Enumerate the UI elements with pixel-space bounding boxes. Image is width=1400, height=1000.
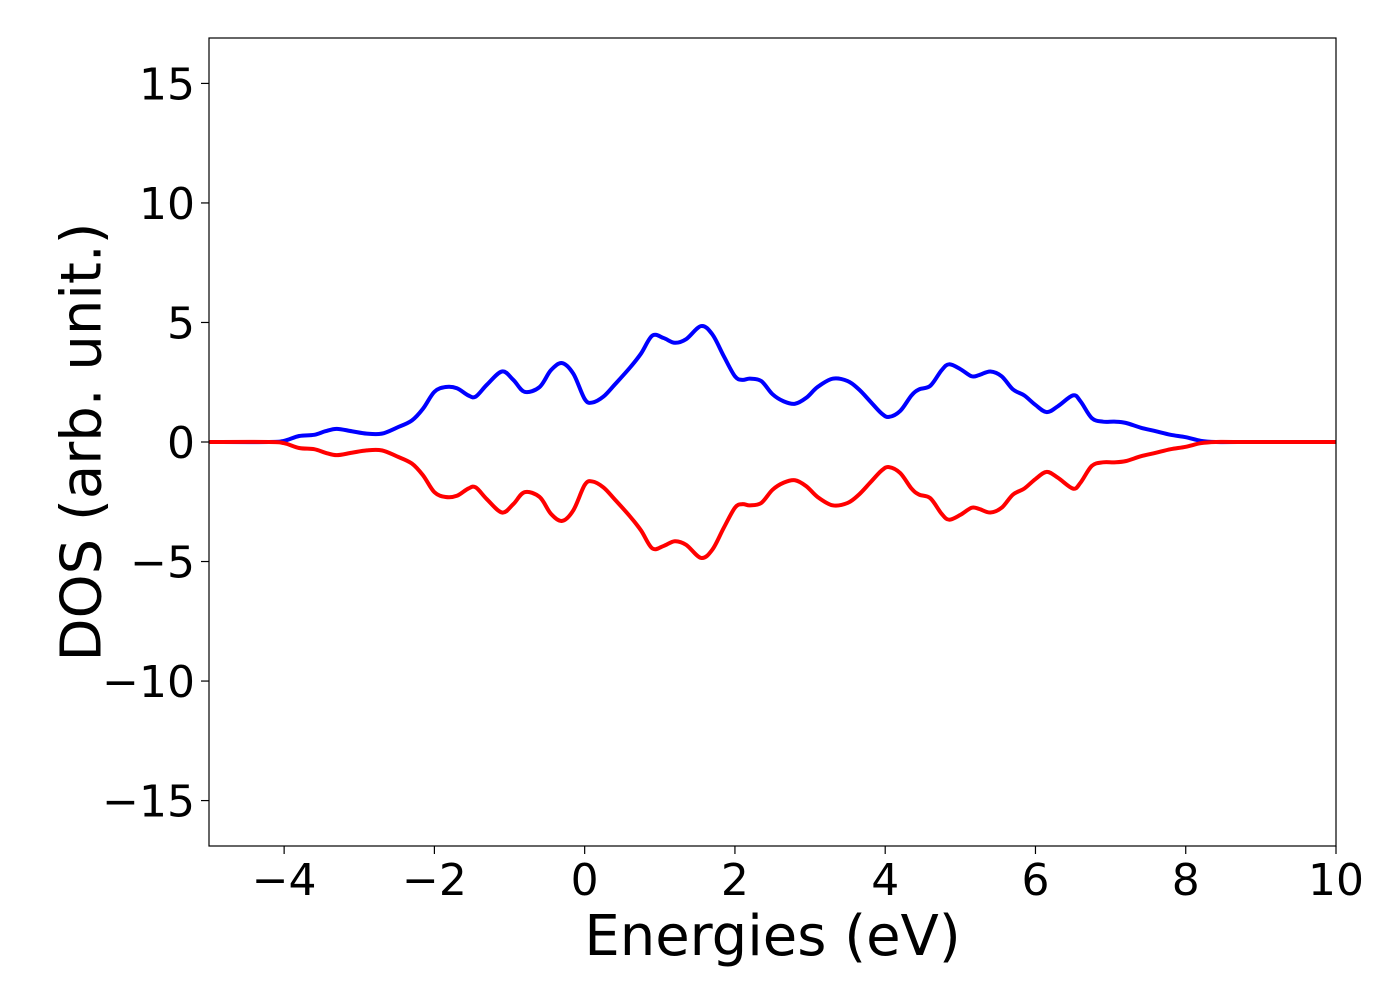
x-tick-label: −4: [252, 855, 317, 906]
y-axis-title: DOS (arb. unit.): [50, 222, 115, 661]
y-tick-label: −15: [102, 777, 195, 828]
x-tick-label: 8: [1172, 855, 1200, 906]
x-tick-label: −2: [402, 855, 467, 906]
ticks-layer: −4 −2 0 2 4 6 8 10 −15 −10 −5 0 5 10 15: [102, 59, 1364, 906]
x-tick-label: 2: [721, 855, 749, 906]
x-tick-label: 0: [571, 855, 599, 906]
x-axis-title: Energies (eV): [584, 904, 960, 969]
y-tick-label: 5: [167, 298, 195, 349]
x-tick-label: 10: [1308, 855, 1364, 906]
spin-up-dos-line: [208, 323, 1336, 445]
x-tick-label: 4: [871, 855, 899, 906]
y-tick-label: 10: [139, 179, 195, 230]
y-tick-label: −10: [102, 657, 195, 708]
spin-down-dos-line: [208, 439, 1336, 561]
plot-frame: [208, 37, 1337, 847]
x-tick-label: 6: [1021, 855, 1049, 906]
y-tick-label: 15: [139, 59, 195, 110]
y-tick-label: 0: [167, 418, 195, 469]
y-tick-label: −5: [130, 538, 195, 589]
series-layer: [208, 323, 1336, 561]
